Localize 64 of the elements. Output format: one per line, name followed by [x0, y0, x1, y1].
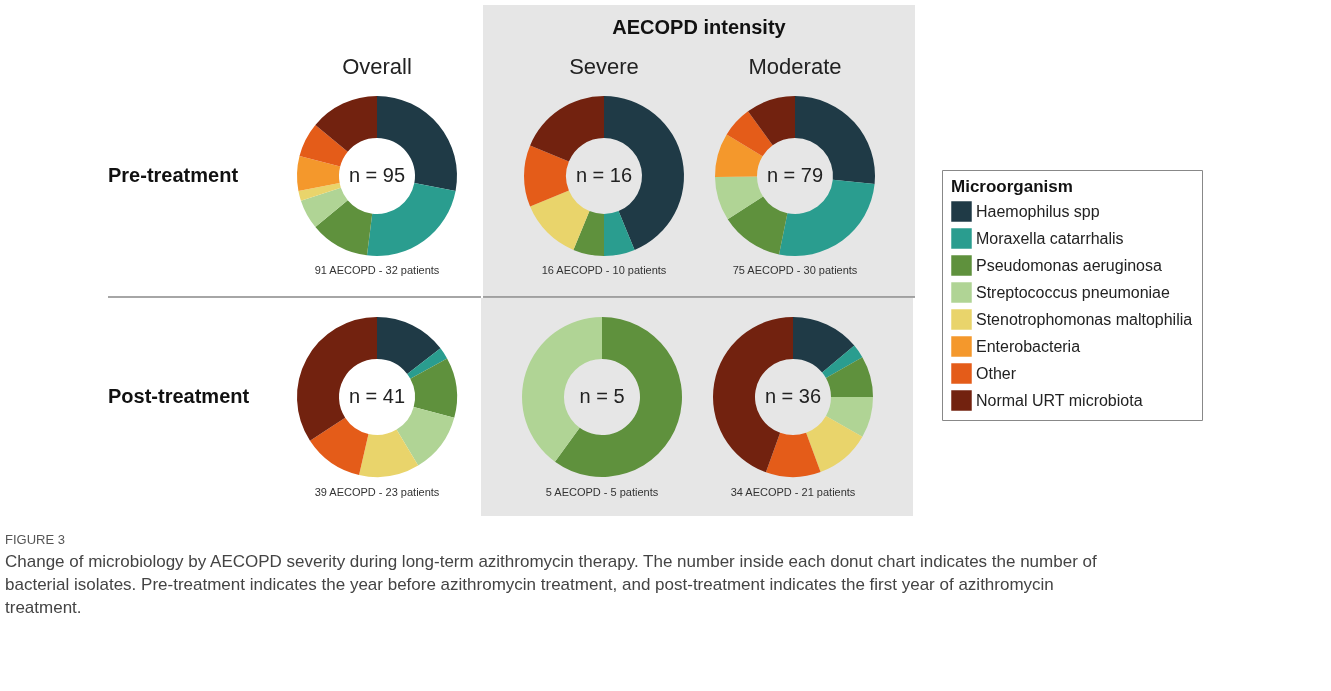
chart-title: Severe: [569, 54, 639, 79]
donut-slice: [298, 183, 341, 201]
text: 39 AECOPD - 23 patients: [314, 486, 440, 498]
chart-title: Moderate: [748, 54, 842, 79]
legend-label: Haemophilus spp: [976, 202, 1100, 220]
legend-title: Microorganism: [951, 177, 1073, 196]
text: 91 AECOPD - 32 patients: [314, 264, 440, 276]
text: n = 95: [348, 164, 406, 186]
donut-slice: [822, 345, 863, 379]
donut-slice: [530, 96, 604, 162]
donut-slice: [825, 397, 873, 437]
legend-label: Other: [976, 364, 1017, 382]
legend-label: Stenotrophomonas maltophilia: [976, 310, 1193, 328]
text: 5 AECOPD - 5 patients: [545, 486, 659, 498]
text: 34 AECOPD - 21 patients: [730, 486, 856, 498]
legend-label: Moraxella catarrhalis: [976, 229, 1124, 247]
legend-label: Normal URT microbiota: [976, 391, 1143, 409]
text: n = 5: [579, 385, 625, 407]
donut-slice: [604, 96, 684, 250]
donut-slice: [377, 317, 441, 374]
donut-slice: [366, 183, 456, 256]
text: Change of microbiology by AECOPD severity during long-term azithromycin therapy. The number inside each donut chart indicates the number of bacterial isolates. Pre-treatment indicates the year before azithromycin treatment, and post-treatment indicates the first year of azithromycin treatment.: [5, 552, 1097, 617]
donut-slice: [315, 96, 377, 152]
donut-slice: [726, 111, 773, 157]
donut-slice: [806, 415, 863, 473]
chart-title: Overall: [342, 54, 412, 79]
text: n = 16: [575, 164, 633, 186]
legend-label: Pseudomonas aeruginosa: [976, 256, 1163, 274]
text: AECOPD intensity: [612, 16, 787, 38]
donut-slice: [377, 96, 457, 191]
caption: FIGURE 3: [5, 532, 65, 547]
donut-slice: [359, 429, 419, 477]
donut-slice: [297, 156, 341, 191]
legend-label: Streptococcus pneumoniae: [976, 283, 1170, 301]
donut-slice: [315, 200, 373, 256]
donut-slice: [715, 176, 764, 220]
donut-slice: [524, 145, 569, 207]
donut-slice: [407, 348, 448, 379]
donut-slice: [795, 96, 875, 185]
donut-slice: [765, 432, 821, 477]
donut-slice: [715, 134, 763, 178]
text: Pre-treatment: [108, 164, 239, 186]
donut-slice: [310, 417, 369, 475]
text: n = 36: [764, 385, 822, 407]
text: n = 41: [348, 385, 406, 407]
donut-slice: [554, 317, 682, 477]
donut-slice: [396, 406, 455, 466]
text: n = 79: [766, 164, 824, 186]
donut-slice: [530, 190, 590, 250]
text: 16 AECOPD - 10 patients: [541, 264, 667, 276]
donut-slice: [825, 357, 873, 397]
donut-slice: [604, 211, 635, 256]
donut-slice: [299, 125, 348, 167]
legend-label: Enterobacteria: [976, 337, 1081, 355]
donut-slice: [573, 211, 604, 256]
text: Post-treatment: [108, 385, 250, 407]
donut-slice: [410, 358, 457, 418]
donut-slice: [300, 187, 348, 227]
donut-slice: [727, 196, 788, 255]
donut-slice: [297, 317, 377, 441]
donut-slice: [793, 317, 855, 373]
donut-slice: [747, 96, 795, 146]
donut-slice: [713, 317, 793, 473]
text: 75 AECOPD - 30 patients: [732, 264, 858, 276]
